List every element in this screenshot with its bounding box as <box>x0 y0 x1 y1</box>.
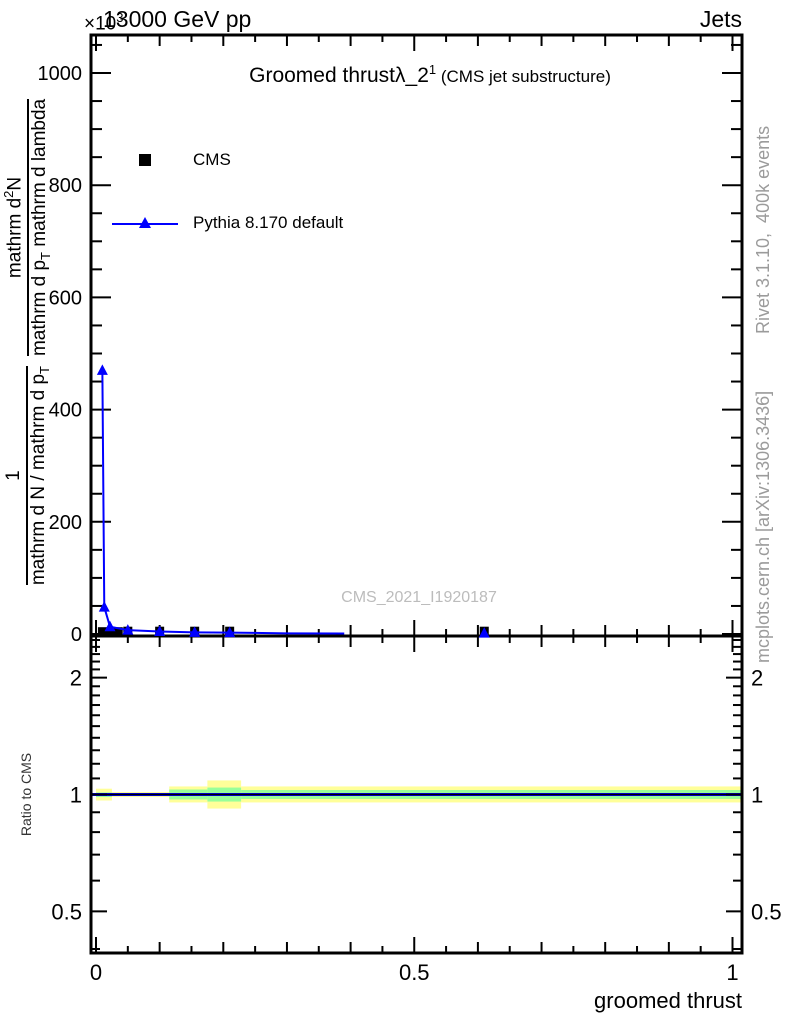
svg-text:1000: 1000 <box>38 63 83 85</box>
analysis-id-watermark: CMS_2021_I1920187 <box>341 589 497 606</box>
svg-text:400: 400 <box>49 400 82 422</box>
y-axis-label: 1 mathrm d N / mathrm d pT mathrm d2N ma… <box>1 32 54 652</box>
legend-item-pythia: Pythia 8.170 default <box>112 209 343 236</box>
svg-text:0.5: 0.5 <box>399 960 430 985</box>
plot-title-observable-sup: 1 <box>428 62 437 77</box>
plot-title-paren: (CMS jet substructure) <box>436 67 611 86</box>
plot-title-main: Groomed thrust <box>249 64 396 87</box>
y-axis-label-fraction-2: mathrm d2N mathrm d pT mathrm d lambda <box>1 98 54 357</box>
svg-text:0.5: 0.5 <box>751 899 782 924</box>
svg-text:200: 200 <box>49 512 82 534</box>
mcplots-reference-note: mcplots.cern.ch [arXiv:1306.3436] <box>753 390 773 663</box>
cms-square-marker-icon <box>112 153 178 166</box>
pythia-line-triangle-marker-icon <box>112 217 178 228</box>
svg-text:2: 2 <box>70 666 82 691</box>
svg-text:0.5: 0.5 <box>51 899 82 924</box>
plot-title: Groomed thrustλ_21 (CMS jet substructure… <box>249 62 611 88</box>
svg-text:1: 1 <box>726 960 738 985</box>
y-axis-exponent: ×103 <box>84 10 124 35</box>
legend: CMS Pythia 8.170 default <box>112 110 343 272</box>
svg-text:600: 600 <box>49 287 82 309</box>
legend-item-cms: CMS <box>112 146 343 173</box>
svg-text:2: 2 <box>751 666 763 691</box>
exponent-power: 3 <box>116 10 124 25</box>
y-axis-label-fraction-1: 1 mathrm d N / mathrm d pT <box>2 366 52 586</box>
svg-text:0: 0 <box>90 960 102 985</box>
legend-label-cms: CMS <box>193 149 231 169</box>
beam-energy-label: 13000 GeV pp <box>103 6 252 32</box>
svg-text:1: 1 <box>70 783 82 808</box>
plot-title-observable: λ_2 <box>395 64 429 87</box>
analysis-object-label: Jets <box>699 6 742 32</box>
ratio-axis-label: Ratio to CMS <box>18 752 34 837</box>
x-axis-label: groomed thrust <box>594 988 742 1013</box>
rivet-version-note: Rivet 3.1.10, 400k events <box>753 125 773 334</box>
svg-text:1: 1 <box>751 783 763 808</box>
svg-text:800: 800 <box>49 175 82 197</box>
legend-label-pythia: Pythia 8.170 default <box>193 212 344 232</box>
svg-text:0: 0 <box>71 624 82 646</box>
